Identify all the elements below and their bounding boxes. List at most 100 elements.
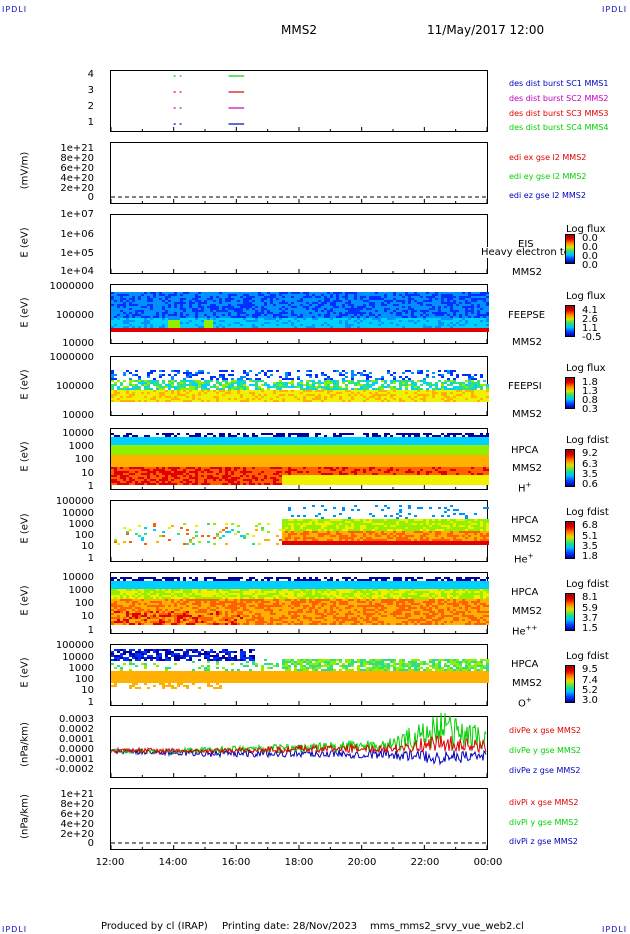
ytick-label: 1 [87,625,94,636]
colorbar [565,305,575,337]
ytick-label: 1 [87,697,94,708]
ytick-label: 1000 [68,441,94,452]
ytick-label: 1000 [68,663,94,674]
ytick-label: 2 [87,101,94,112]
ytick-label: 10000 [62,428,94,439]
legend-edi-x: edi ex gse l2 MMS2 [509,153,587,162]
ytick-label: 100 [74,454,94,465]
xtick-label: 00:00 [473,857,503,868]
colorbar-title: Log flux [566,291,606,302]
colorbar-title: Log fdist [566,579,609,590]
footer-produced-by: Produced by cl (IRAP) [101,921,208,932]
colorbar-title: Log flux [566,363,606,374]
colorbar [565,234,575,264]
colorbar-value: 0.8 [582,395,598,406]
ytick-label: 8e+20 [60,799,94,810]
spacecraft-label: MMS2 [512,409,542,420]
species-label: H+ [518,481,532,495]
ytick-label: 8e+20 [60,153,94,164]
footer-filename: mms_mms2_srvy_vue_web2.cl [370,921,524,932]
colorbar [565,593,575,631]
legend-divpi-y: divPi y gse MMS2 [509,818,579,827]
colorbar-value: 0.3 [582,404,598,415]
instrument-label: HPCA [511,445,539,456]
ytick-label: 0.0000 [59,744,94,755]
xtick-label: 16:00 [221,857,251,868]
species-label: He++ [512,624,538,638]
colorbar-value: 2.6 [582,314,598,325]
colorbar-value: 4.1 [582,305,598,316]
overlay-text: Heavy electron to [481,247,570,258]
hpca-o-spectrogram [111,649,489,689]
spacecraft-label: MMS2 [512,534,542,545]
divpe-series-line [110,747,487,766]
ytick-label: 2e+20 [60,183,94,194]
colorbar-value: 6.3 [582,459,598,470]
colorbar-title: Log fdist [566,435,609,446]
colorbar-value: 8.1 [582,592,598,603]
species-label: O+ [518,696,532,710]
instrument-label: HPCA [511,515,539,526]
datetime-title: 11/May/2017 12:00 [427,23,545,37]
ytick-label: 1e+21 [60,789,94,800]
colorbar-value: 1.3 [582,386,598,397]
panel-eis [110,214,488,274]
colorbar-value: 9.2 [582,448,598,459]
ytick-label: 1e+21 [60,143,94,154]
ytick-label: 100 [74,530,94,541]
ytick-label: 1e+04 [60,266,94,277]
feepsi-spectrogram [111,370,489,402]
footer-printing-date: Printing date: 28/Nov/2023 [222,921,358,932]
legend-edi-y: edi ey gse l2 MMS2 [509,172,587,181]
ytick-label: 1000000 [49,352,94,363]
ytick-label: 1e+06 [60,229,94,240]
colorbar-value: 1.8 [582,377,598,388]
spacecraft-label: MMS2 [512,463,542,474]
colorbar-value: 0.0 [582,242,598,253]
ytick-label: 100000 [55,496,94,507]
colorbar-value: 1.5 [582,623,598,634]
colorbar-value: 3.0 [582,695,598,706]
hpca-he-spectrogram [114,505,489,545]
ytick-label: 6e+20 [60,809,94,820]
ytick-label: 100000 [55,640,94,651]
instrument-label: HPCA [511,587,539,598]
colorbar-value: 3.5 [582,541,598,552]
colorbar-value: 5.9 [582,603,598,614]
ytick-label: 1000000 [49,281,94,292]
ytick-label: 6e+20 [60,163,94,174]
panel-burst [110,70,488,132]
colorbar-value: 7.4 [582,675,598,686]
legend-burst-mms3: des dist burst SC3 MMS3 [509,109,609,118]
legend-divpe-z: divPe z gse MMS2 [509,766,581,775]
xtick-label: 12:00 [95,857,125,868]
colorbar [565,449,575,487]
ytick-label: 100 [74,674,94,685]
ytick-label: 4e+20 [60,173,94,184]
panel-edi [110,142,488,204]
ytick-label: 10000 [62,652,94,663]
colorbar-value: 5.1 [582,531,598,542]
legend-divpi-z: divPi z gse MMS2 [509,837,578,846]
ytick-label: 1 [87,481,94,492]
colorbar-value: 0.0 [582,233,598,244]
ytick-label: 0.0002 [59,724,94,735]
colorbar [565,377,575,409]
ytick-label: 1000 [68,519,94,530]
legend-divpi-x: divPi x gse MMS2 [509,798,579,807]
ytick-label: 0.0003 [59,714,94,725]
ytick-label: 10000 [62,508,94,519]
ytick-label: 100000 [55,381,94,392]
xtick-label: 20:00 [347,857,377,868]
instrument-label: FEEPSE [508,310,546,321]
feepse-spectrogram [111,292,489,332]
corner-mark-top-left: IPDLI [2,5,28,14]
panel-divpi [110,788,488,850]
colorbar-value: 0.6 [582,479,598,490]
colorbar-value: 0.0 [582,260,598,271]
xtick-label: 18:00 [284,857,314,868]
ytick-label: -0.0002 [55,764,94,775]
ytick-label: -0.0001 [55,754,94,765]
